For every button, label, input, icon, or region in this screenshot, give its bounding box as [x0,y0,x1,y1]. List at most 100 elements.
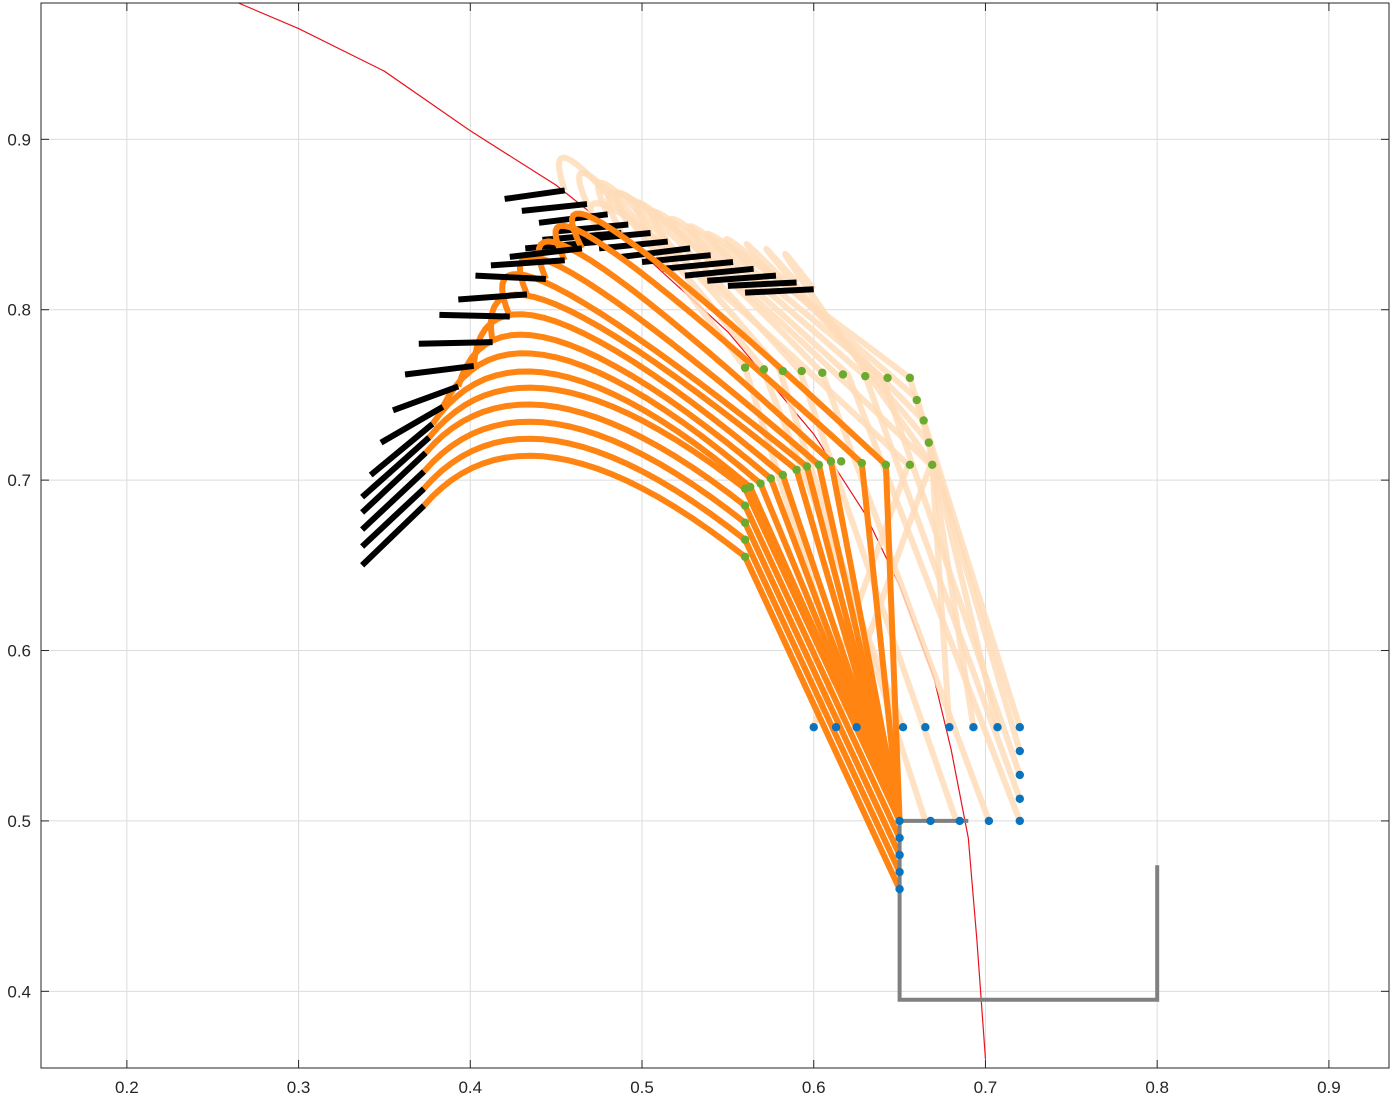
arm-pose-12 [535,238,903,822]
arm-pose-23 [667,215,1023,800]
elbow-marker-6 [861,371,870,381]
arm-pose-27 [743,241,1001,728]
end-link-1 [360,486,426,549]
elbow-marker-8 [905,373,915,383]
elbow-marker-4 [818,368,827,377]
arm-pose-13 [552,222,903,822]
end-link-25 [662,259,734,272]
arm-pose-1 [421,435,903,874]
base-marker-13 [984,816,994,826]
base-marker-12 [1015,816,1025,826]
base-marker-11 [1015,794,1025,803]
elbow-marker-11 [924,438,933,447]
base-marker-2 [852,723,861,732]
axes [40,2,1390,1069]
end-link-17 [504,187,566,202]
base-marker-3 [898,723,908,732]
end-link-10 [439,311,510,320]
joint-markers [740,363,1025,894]
end-link-11 [458,291,528,303]
elbow-marker-25 [740,484,750,493]
end-link-28 [727,279,797,289]
elbow-marker-23 [756,479,765,488]
arm-pose-7 [455,331,903,822]
x-tick-label: 0.8 [1145,1078,1169,1097]
end-link-18 [521,201,588,214]
elbow-marker-20 [792,465,801,475]
elbow-marker-7 [883,373,892,383]
y-tick-label: 0.5 [7,812,31,831]
base-marker-10 [1015,770,1025,780]
x-tick-label: 0.4 [458,1078,482,1097]
reference-curve-line [238,2,987,1060]
elbow-marker-2 [778,366,788,376]
end-link-23 [621,245,691,260]
elbow-marker-15 [857,458,867,468]
arm-pose-9 [487,291,903,822]
end-link-29 [744,286,814,296]
base-marker-7 [993,723,1002,732]
arm-pose-28 [763,245,977,728]
end-link-8 [404,362,475,378]
base-marker-6 [969,723,978,732]
base-marker-5 [945,723,954,732]
base-marker-1 [831,723,841,732]
elbow-marker-19 [802,462,812,471]
y-tick-label: 0.4 [7,982,31,1001]
x-tick-label: 0.7 [974,1078,998,1097]
y-tick-label: 0.8 [7,301,31,320]
arm-pose-21 [632,199,992,822]
base-marker-16 [895,816,904,826]
base-marker-14 [955,816,964,826]
arm-pose-0 [421,452,903,891]
arm-pose-3 [423,401,903,840]
elbow-marker-0 [740,363,750,372]
end-link-6 [379,404,445,446]
end-link-20 [555,221,629,235]
end-link-12 [475,272,547,283]
end-link-3 [360,450,428,515]
base-marker-8 [1015,723,1025,732]
elbow-marker-14 [881,460,891,469]
base-marker-20 [895,884,904,894]
base-marker-19 [895,867,904,877]
elbow-marker-16 [837,457,846,466]
arm-pose-22 [648,208,1023,822]
end-link-27 [707,272,777,284]
elbow-marker-22 [766,474,776,483]
end-link-0 [360,503,427,568]
axes-box [40,2,1390,1069]
end-link-9 [418,339,493,347]
base-marker-18 [895,850,904,860]
y-tick-label: 0.6 [7,642,31,661]
base-marker-15 [926,816,935,826]
obstacle-line [897,818,1160,1002]
arm-pose-24 [686,223,1023,776]
elbow-marker-27 [740,518,750,527]
arm-pose-10 [499,271,903,822]
elbow-marker-26 [740,501,750,510]
x-tick-label: 0.5 [630,1078,654,1097]
y-tick-label: 0.9 [7,130,31,149]
arm-pose-29 [782,250,953,728]
base-marker-17 [895,833,904,843]
arm-pose-8 [470,311,903,822]
elbow-marker-21 [778,470,788,480]
end-link-13 [490,257,565,269]
base-marker-4 [921,723,930,732]
x-tick-label: 0.3 [287,1078,311,1097]
elbow-marker-1 [759,365,769,374]
arm-poses [360,154,1023,891]
elbow-marker-12 [928,460,937,469]
elbow-marker-28 [740,535,750,544]
arm-pose-4 [426,384,903,823]
end-link-2 [360,469,426,532]
x-tick-label: 0.9 [1317,1078,1341,1097]
arm-pose-2 [421,418,903,857]
elbow-marker-18 [814,460,824,469]
arm-pose-26 [723,236,1023,729]
elbow-marker-9 [912,395,921,405]
reference-curve [238,2,987,1060]
obstacle-outline [897,818,1160,1002]
